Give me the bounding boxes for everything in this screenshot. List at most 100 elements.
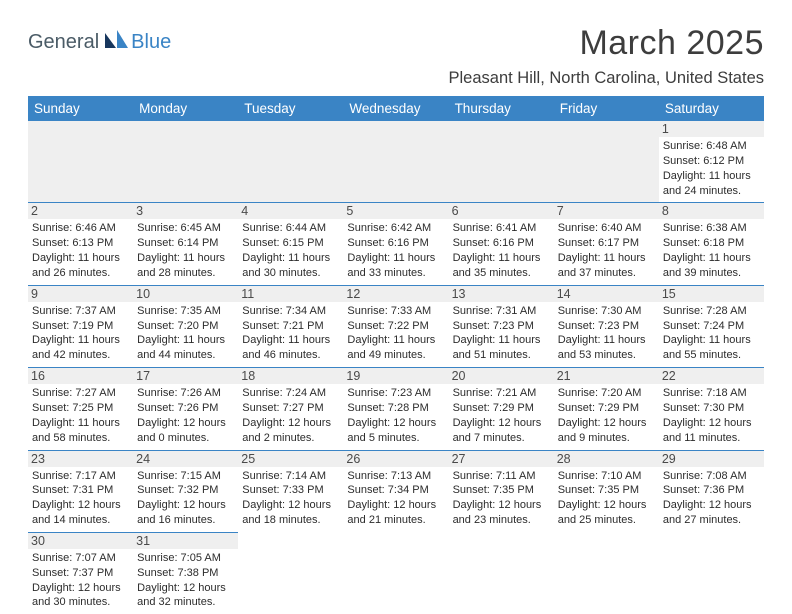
info-line: Sunset: 7:35 PM — [453, 483, 550, 498]
info-line: Daylight: 11 hours — [32, 251, 129, 266]
info-line: and 2 minutes. — [242, 431, 339, 446]
calendar-cell — [449, 121, 554, 203]
info-line: Sunrise: 7:28 AM — [663, 304, 760, 319]
info-line: Sunset: 7:38 PM — [137, 566, 234, 581]
info-line: Sunset: 7:21 PM — [242, 319, 339, 334]
info-line: and 42 minutes. — [32, 348, 129, 363]
day-info: Sunrise: 7:11 AMSunset: 7:35 PMDaylight:… — [453, 469, 550, 528]
info-line: Sunset: 7:22 PM — [347, 319, 444, 334]
header: General Blue March 2025 Pleasant Hill, N… — [28, 24, 764, 88]
day-info: Sunrise: 7:23 AMSunset: 7:28 PMDaylight:… — [347, 386, 444, 445]
calendar-cell: 20 Sunrise: 7:21 AMSunset: 7:29 PMDayligh… — [449, 368, 554, 450]
calendar-row: 23Sunrise: 7:17 AMSunset: 7:31 PMDayligh… — [28, 450, 764, 532]
info-line: Sunrise: 7:07 AM — [32, 551, 129, 566]
info-line: and 51 minutes. — [453, 348, 550, 363]
day-number: 3 — [133, 203, 238, 219]
calendar-cell: 26Sunrise: 7:13 AMSunset: 7:34 PMDayligh… — [343, 450, 448, 532]
info-line: Daylight: 12 hours — [137, 416, 234, 431]
calendar-cell: 29Sunrise: 7:08 AMSunset: 7:36 PMDayligh… — [659, 450, 764, 532]
calendar-cell: 23Sunrise: 7:17 AMSunset: 7:31 PMDayligh… — [28, 450, 133, 532]
info-line: Daylight: 11 hours — [558, 333, 655, 348]
info-line: Daylight: 12 hours — [558, 498, 655, 513]
day-info: Sunrise: 7:33 AMSunset: 7:22 PMDaylight:… — [347, 304, 444, 363]
info-line: and 30 minutes. — [242, 266, 339, 281]
day-info: Sunrise: 7:13 AMSunset: 7:34 PMDaylight:… — [347, 469, 444, 528]
info-line: Sunset: 6:13 PM — [32, 236, 129, 251]
day-number: 9 — [28, 286, 133, 302]
info-line: and 0 minutes. — [137, 431, 234, 446]
day-info: Sunrise: 7:21 AMSunset: 7:29 PMDaylight:… — [453, 386, 550, 445]
day-info: Sunrise: 7:18 AMSunset: 7:30 PMDaylight:… — [663, 386, 760, 445]
info-line: and 39 minutes. — [663, 266, 760, 281]
info-line: and 14 minutes. — [32, 513, 129, 528]
info-line: Sunrise: 7:31 AM — [453, 304, 550, 319]
info-line: Sunrise: 6:45 AM — [137, 221, 234, 236]
info-line: and 58 minutes. — [32, 431, 129, 446]
info-line: Sunrise: 7:33 AM — [347, 304, 444, 319]
info-line: Daylight: 11 hours — [663, 251, 760, 266]
day-info: Sunrise: 7:30 AMSunset: 7:23 PMDaylight:… — [558, 304, 655, 363]
info-line: Sunrise: 7:20 AM — [558, 386, 655, 401]
day-number: 12 — [343, 286, 448, 302]
day-number: 11 — [238, 286, 343, 302]
info-line: Sunrise: 7:26 AM — [137, 386, 234, 401]
info-line: Daylight: 12 hours — [137, 498, 234, 513]
day-number: 18 — [238, 368, 343, 384]
calendar-cell: 18 Sunrise: 7:24 AMSunset: 7:27 PMDayligh… — [238, 368, 343, 450]
info-line: Sunset: 7:23 PM — [453, 319, 550, 334]
info-line: Daylight: 12 hours — [242, 416, 339, 431]
info-line: Daylight: 12 hours — [663, 498, 760, 513]
calendar-cell — [554, 532, 659, 614]
location: Pleasant Hill, North Carolina, United St… — [449, 69, 764, 88]
day-info: Sunrise: 7:37 AMSunset: 7:19 PMDaylight:… — [32, 304, 129, 363]
info-line: and 37 minutes. — [558, 266, 655, 281]
weekday-header: Thursday — [449, 96, 554, 121]
day-number: 6 — [449, 203, 554, 219]
calendar-body: 1Sunrise: 6:48 AMSunset: 6:12 PMDaylight… — [28, 121, 764, 614]
info-line: Sunrise: 6:46 AM — [32, 221, 129, 236]
info-line: Sunrise: 6:48 AM — [663, 139, 760, 154]
calendar-cell — [343, 532, 448, 614]
day-info: Sunrise: 6:40 AMSunset: 6:17 PMDaylight:… — [558, 221, 655, 280]
info-line: and 30 minutes. — [32, 595, 129, 610]
day-number: 30 — [28, 533, 133, 549]
info-line: Daylight: 11 hours — [137, 333, 234, 348]
day-number: 20 — [449, 368, 554, 384]
info-line: Daylight: 11 hours — [242, 251, 339, 266]
info-line: Daylight: 12 hours — [558, 416, 655, 431]
calendar-cell: 16Sunrise: 7:27 AMSunset: 7:25 PMDayligh… — [28, 368, 133, 450]
day-number: 23 — [28, 451, 133, 467]
info-line: and 18 minutes. — [242, 513, 339, 528]
day-number: 29 — [659, 451, 764, 467]
info-line: Sunset: 7:34 PM — [347, 483, 444, 498]
info-line: Sunrise: 6:40 AM — [558, 221, 655, 236]
logo-text-blue: Blue — [131, 31, 171, 54]
day-info: Sunrise: 7:14 AMSunset: 7:33 PMDaylight:… — [242, 469, 339, 528]
info-line: and 33 minutes. — [347, 266, 444, 281]
weekday-header: Friday — [554, 96, 659, 121]
calendar-cell: 12 Sunrise: 7:33 AMSunset: 7:22 PMDayligh… — [343, 285, 448, 367]
calendar-cell: 25Sunrise: 7:14 AMSunset: 7:33 PMDayligh… — [238, 450, 343, 532]
info-line: Sunset: 7:36 PM — [663, 483, 760, 498]
info-line: Sunset: 6:16 PM — [347, 236, 444, 251]
info-line: Daylight: 12 hours — [453, 498, 550, 513]
day-info: Sunrise: 7:24 AMSunset: 7:27 PMDaylight:… — [242, 386, 339, 445]
info-line: and 35 minutes. — [453, 266, 550, 281]
logo-sail-icon — [103, 30, 129, 55]
logo-text-general: General — [28, 31, 99, 54]
info-line: and 7 minutes. — [453, 431, 550, 446]
info-line: Sunrise: 7:11 AM — [453, 469, 550, 484]
weekday-header: Wednesday — [343, 96, 448, 121]
info-line: Sunset: 7:24 PM — [663, 319, 760, 334]
calendar-cell: 21Sunrise: 7:20 AMSunset: 7:29 PMDayligh… — [554, 368, 659, 450]
calendar-cell: 6Sunrise: 6:41 AMSunset: 6:16 PMDaylight… — [449, 203, 554, 285]
info-line: and 46 minutes. — [242, 348, 339, 363]
info-line: Sunset: 7:27 PM — [242, 401, 339, 416]
info-line: and 24 minutes. — [663, 184, 760, 199]
info-line: Sunset: 7:26 PM — [137, 401, 234, 416]
info-line: Sunrise: 7:14 AM — [242, 469, 339, 484]
day-info: Sunrise: 7:34 AMSunset: 7:21 PMDaylight:… — [242, 304, 339, 363]
day-number: 8 — [659, 203, 764, 219]
calendar-cell — [449, 532, 554, 614]
day-info: Sunrise: 7:20 AMSunset: 7:29 PMDaylight:… — [558, 386, 655, 445]
